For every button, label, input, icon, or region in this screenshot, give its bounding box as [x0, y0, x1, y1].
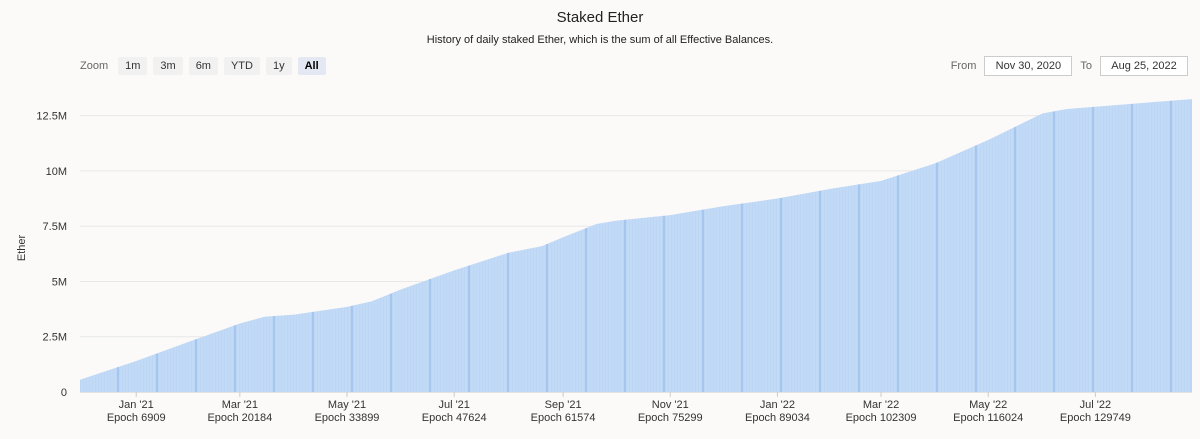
- zoom-ytd-button[interactable]: YTD: [223, 57, 260, 75]
- zoom-1y-button[interactable]: 1y: [265, 57, 292, 75]
- from-label: From: [950, 60, 977, 72]
- from-date-input[interactable]: Nov 30, 2020: [984, 56, 1073, 76]
- date-range: From Nov 30, 2020 To Aug 25, 2022: [951, 55, 1188, 77]
- x-tick-epoch-label: Epoch 20184: [207, 412, 272, 424]
- x-tick-label: Jan '21: [119, 399, 154, 411]
- x-tick-epoch-label: Epoch 61574: [531, 412, 596, 424]
- zoom-3m-button[interactable]: 3m: [153, 57, 183, 75]
- x-tick-epoch-label: Epoch 75299: [638, 412, 703, 424]
- to-label: To: [1080, 60, 1092, 72]
- chart-subtitle: History of daily staked Ether, which is …: [426, 34, 774, 46]
- zoom-bar: Zoom 1m 3m 6m YTD 1y All: [80, 56, 326, 76]
- y-tick-label: 12.5M: [36, 111, 67, 123]
- y-axis: 0 2.5M 5M 7.5M 10M 12.5M: [36, 111, 67, 399]
- x-tick-epoch-label: Epoch 116024: [953, 412, 1023, 424]
- x-tick-label: Nov '21: [652, 399, 689, 411]
- x-tick-label: Jul '22: [1080, 399, 1111, 411]
- x-tick-label: Jan '22: [760, 399, 795, 411]
- y-tick-label: 10M: [46, 166, 67, 178]
- x-tick-label: Mar '21: [222, 399, 258, 411]
- zoom-6m-button[interactable]: 6m: [188, 57, 218, 75]
- x-tick-label: May '21: [328, 399, 366, 411]
- x-tick-epoch-label: Epoch 102309: [846, 412, 917, 424]
- x-tick-epoch-label: Epoch 6909: [107, 412, 166, 424]
- zoom-1m-button[interactable]: 1m: [118, 57, 148, 75]
- to-date-input[interactable]: Aug 25, 2022: [1100, 56, 1188, 76]
- zoom-all-button[interactable]: All: [297, 57, 326, 75]
- y-tick-label: 5M: [52, 276, 67, 288]
- zoom-label: Zoom: [80, 60, 109, 72]
- x-tick-epoch-label: Epoch 47624: [422, 412, 487, 424]
- x-tick-label: Jul '21: [438, 399, 469, 411]
- bar-texture: [81, 99, 1190, 392]
- y-tick-label: 0: [61, 387, 67, 399]
- x-tick-label: Sep '21: [545, 399, 582, 411]
- y-tick-label: 7.5M: [43, 221, 67, 233]
- x-tick-label: Mar '22: [863, 399, 899, 411]
- y-tick-label: 2.5M: [43, 332, 67, 344]
- chart-title: Staked Ether: [556, 9, 644, 26]
- x-tick-epoch-label: Epoch 129749: [1060, 412, 1131, 424]
- x-tick-label: May '22: [969, 399, 1007, 411]
- x-tick-epoch-label: Epoch 89034: [745, 412, 810, 424]
- x-tick-epoch-label: Epoch 33899: [315, 412, 380, 424]
- y-axis-title: Ether: [16, 235, 28, 262]
- area-series: [80, 99, 1192, 392]
